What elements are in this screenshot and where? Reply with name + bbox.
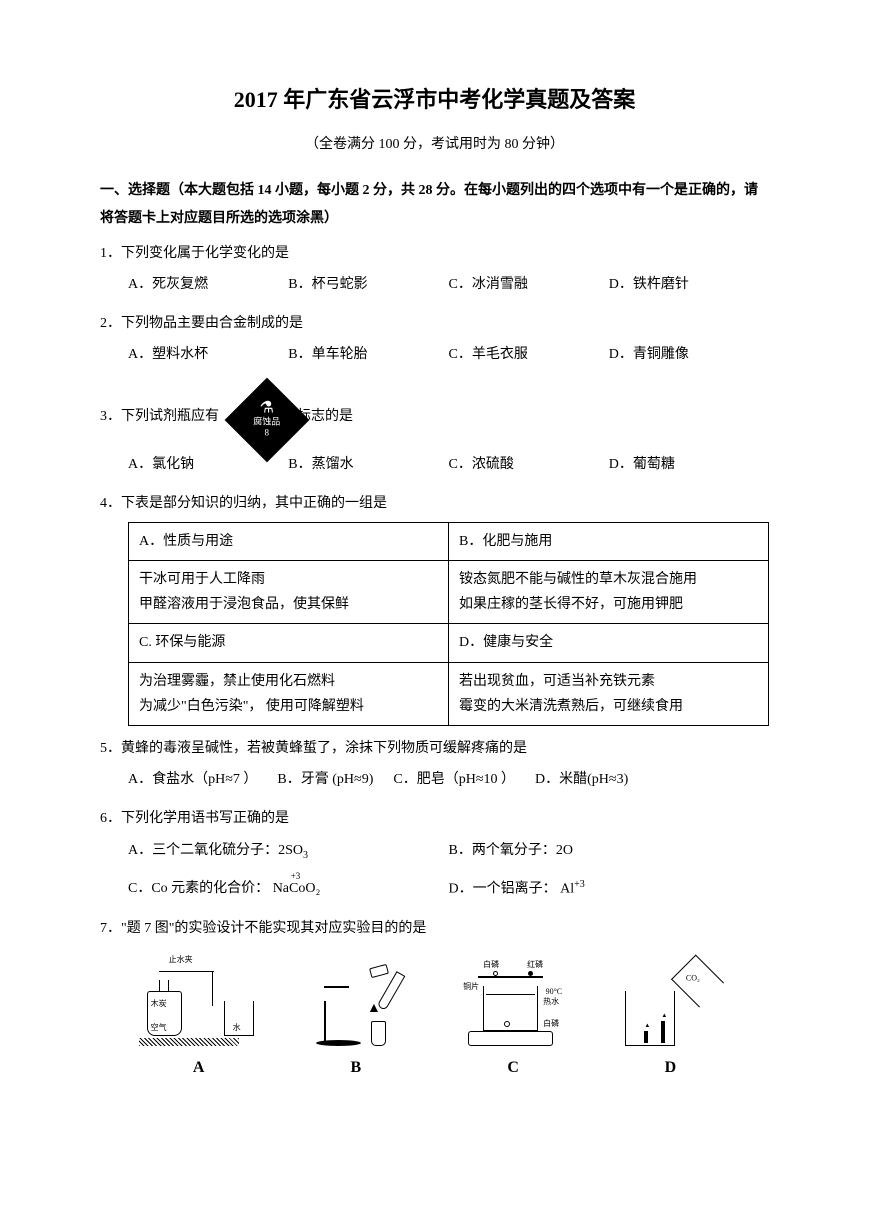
- q6-d-formula: Al+3: [560, 876, 585, 902]
- q7-text: 7．"题 7 图"的实验设计不能实现其对应实验目的的是: [100, 916, 769, 941]
- q4-cell-a-header: A．性质与用途: [129, 522, 449, 560]
- q6-d-text: D．一个铝离子：: [449, 882, 557, 897]
- exp-a-charcoal-label: 木炭: [151, 1000, 167, 1008]
- q7-experiments: 止水夹 木炭 空气 水 A: [100, 956, 769, 1083]
- hazard-number: 8: [265, 428, 270, 439]
- question-3: 3．下列试剂瓶应有 ⚗ 腐蚀品 8 标志的是 A．氯化钠 B．蒸馏水 C．浓硫酸…: [100, 382, 769, 481]
- exp-c-hotwater-label: 热水: [543, 998, 559, 1006]
- q3-option-d: D．葡萄糖: [609, 452, 769, 477]
- experiment-b: ▲ B: [286, 956, 426, 1083]
- question-5: 5．黄蜂的毒液呈碱性，若被黄蜂蜇了，涂抹下列物质可缓解疼痛的是 A．食盐水（pH…: [100, 736, 769, 796]
- experiment-d: ▲ ▲ CO₂ D: [600, 956, 740, 1083]
- exp-c-temp-label: 90°C: [546, 988, 563, 996]
- exp-c-redp-label: 红磷: [527, 961, 543, 969]
- q4-cell-b-header: B．化肥与施用: [449, 522, 769, 560]
- q2-option-b: B．单车轮胎: [288, 342, 448, 367]
- exp-d-co2-label: CO₂: [686, 975, 700, 983]
- q4-cell-b-content: 铵态氮肥不能与碱性的草木灰混合施用 如果庄稼的茎长得不好，可施用钾肥: [449, 561, 769, 624]
- question-1: 1．下列变化属于化学变化的是 A．死灰复燃 B．杯弓蛇影 C．冰消雪融 D．铁杵…: [100, 241, 769, 301]
- q4-text: 4．下表是部分知识的归纳，其中正确的一组是: [100, 491, 769, 516]
- q5-text: 5．黄蜂的毒液呈碱性，若被黄蜂蜇了，涂抹下列物质可缓解疼痛的是: [100, 736, 769, 761]
- q2-text: 2．下列物品主要由合金制成的是: [100, 311, 769, 336]
- exp-c-diagram: 白磷 红磷 铜片 90°C 热水 白磷: [443, 956, 583, 1046]
- corrosive-hazard-icon: ⚗ 腐蚀品 8: [225, 377, 310, 462]
- q4-cell-d-header: D．健康与安全: [449, 624, 769, 662]
- q6-a-text: A．三个二氧化硫分子：2SO: [128, 843, 303, 858]
- exp-a-water-label: 水: [233, 1024, 241, 1032]
- exp-b-label: B: [286, 1054, 426, 1083]
- q5-option-c: C．肥皂（pH≈10 ）: [393, 767, 515, 792]
- q4-cell-a-content: 干冰可用于人工降雨 甲醛溶液用于浸泡食品，使其保鲜: [129, 561, 449, 624]
- q1-text: 1．下列变化属于化学变化的是: [100, 241, 769, 266]
- q2-option-d: D．青铜雕像: [609, 342, 769, 367]
- q4-cell-d-content: 若出现贫血，可适当补充铁元素 霉变的大米清洗煮熟后，可继续食用: [449, 662, 769, 725]
- q2-option-c: C．羊毛衣服: [449, 342, 609, 367]
- q5-option-b: B．牙膏 (pH≈9): [277, 767, 373, 792]
- exp-a-label: A: [129, 1054, 269, 1083]
- q3-options: A．氯化钠 B．蒸馏水 C．浓硫酸 D．葡萄糖: [100, 452, 769, 481]
- exp-c-whitep2-label: 白磷: [543, 1020, 559, 1028]
- q6-text: 6．下列化学用语书写正确的是: [100, 806, 769, 831]
- q5-option-d: D．米醋(pH≈3): [535, 767, 628, 792]
- exp-d-diagram: ▲ ▲ CO₂: [600, 956, 740, 1046]
- q1-option-d: D．铁杵磨针: [609, 272, 769, 297]
- exp-c-whitep-label: 白磷: [483, 961, 499, 969]
- q3-text-before: 3．下列试剂瓶应有: [100, 404, 219, 429]
- q6-options: A．三个二氧化硫分子：2SO3 B．两个氧分子：2O C．Co 元素的化合价： …: [100, 838, 769, 907]
- q4-cell-c-header: C. 环保与能源: [129, 624, 449, 662]
- q3-option-c: C．浓硫酸: [449, 452, 609, 477]
- q1-option-c: C．冰消雪融: [449, 272, 609, 297]
- experiment-c: 白磷 红磷 铜片 90°C 热水 白磷 C: [443, 956, 583, 1083]
- q6-c-charge: +3: [291, 868, 301, 884]
- hazard-label: 腐蚀品: [253, 417, 280, 428]
- exp-a-diagram: 止水夹 木炭 空气 水: [129, 956, 269, 1046]
- q6-option-c: C．Co 元素的化合价： +3 NaCoO₂: [128, 876, 449, 902]
- question-7: 7．"题 7 图"的实验设计不能实现其对应实验目的的是 止水夹 木炭 空气 水: [100, 916, 769, 1083]
- question-6: 6．下列化学用语书写正确的是 A．三个二氧化硫分子：2SO3 B．两个氧分子：2…: [100, 806, 769, 906]
- page-title: 2017 年广东省云浮市中考化学真题及答案: [100, 80, 769, 120]
- q6-d-charge: +3: [574, 879, 585, 890]
- q1-options: A．死灰复燃 B．杯弓蛇影 C．冰消雪融 D．铁杵磨针: [100, 272, 769, 301]
- question-2: 2．下列物品主要由合金制成的是 A．塑料水杯 B．单车轮胎 C．羊毛衣服 D．青…: [100, 311, 769, 371]
- q5-option-a: A．食盐水（pH≈7 ）: [128, 767, 257, 792]
- q5-options: A．食盐水（pH≈7 ） B．牙膏 (pH≈9) C．肥皂（pH≈10 ） D．…: [100, 767, 769, 796]
- q6-option-a: A．三个二氧化硫分子：2SO3: [128, 838, 449, 865]
- q4-table: A．性质与用途 B．化肥与施用 干冰可用于人工降雨 甲醛溶液用于浸泡食品，使其保…: [128, 522, 769, 726]
- section-1-header: 一、选择题（本大题包括 14 小题，每小题 2 分，共 28 分。在每小题列出的…: [100, 177, 769, 233]
- exp-d-label: D: [600, 1054, 740, 1083]
- q3-text-line: 3．下列试剂瓶应有 ⚗ 腐蚀品 8 标志的是: [100, 382, 769, 452]
- q6-c-text: C．Co 元素的化合价：: [128, 881, 269, 896]
- q2-options: A．塑料水杯 B．单车轮胎 C．羊毛衣服 D．青铜雕像: [100, 342, 769, 371]
- exp-b-diagram: ▲: [286, 956, 426, 1046]
- q1-option-b: B．杯弓蛇影: [288, 272, 448, 297]
- exp-a-clip-label: 止水夹: [169, 956, 193, 964]
- q3-option-b: B．蒸馏水: [288, 452, 448, 477]
- q1-option-a: A．死灰复燃: [128, 272, 288, 297]
- q2-option-a: A．塑料水杯: [128, 342, 288, 367]
- q6-d-formula-text: Al: [560, 882, 574, 897]
- exp-a-air-label: 空气: [151, 1024, 167, 1032]
- exp-c-copper-label: 铜片: [463, 983, 479, 991]
- experiment-a: 止水夹 木炭 空气 水 A: [129, 956, 269, 1083]
- exp-c-label: C: [443, 1054, 583, 1083]
- q6-a-sub: 3: [303, 849, 308, 860]
- q6-c-formula: +3 NaCoO₂: [273, 876, 321, 901]
- subtitle: （全卷满分 100 分，考试用时为 80 分钟）: [100, 132, 769, 157]
- q6-option-b: B．两个氧分子：2O: [449, 838, 770, 865]
- question-4: 4．下表是部分知识的归纳，其中正确的一组是 A．性质与用途 B．化肥与施用 干冰…: [100, 491, 769, 726]
- q6-option-d: D．一个铝离子： Al+3: [449, 876, 770, 902]
- q4-cell-c-content: 为治理雾霾，禁止使用化石燃料 为减少"白色污染"， 使用可降解塑料: [129, 662, 449, 725]
